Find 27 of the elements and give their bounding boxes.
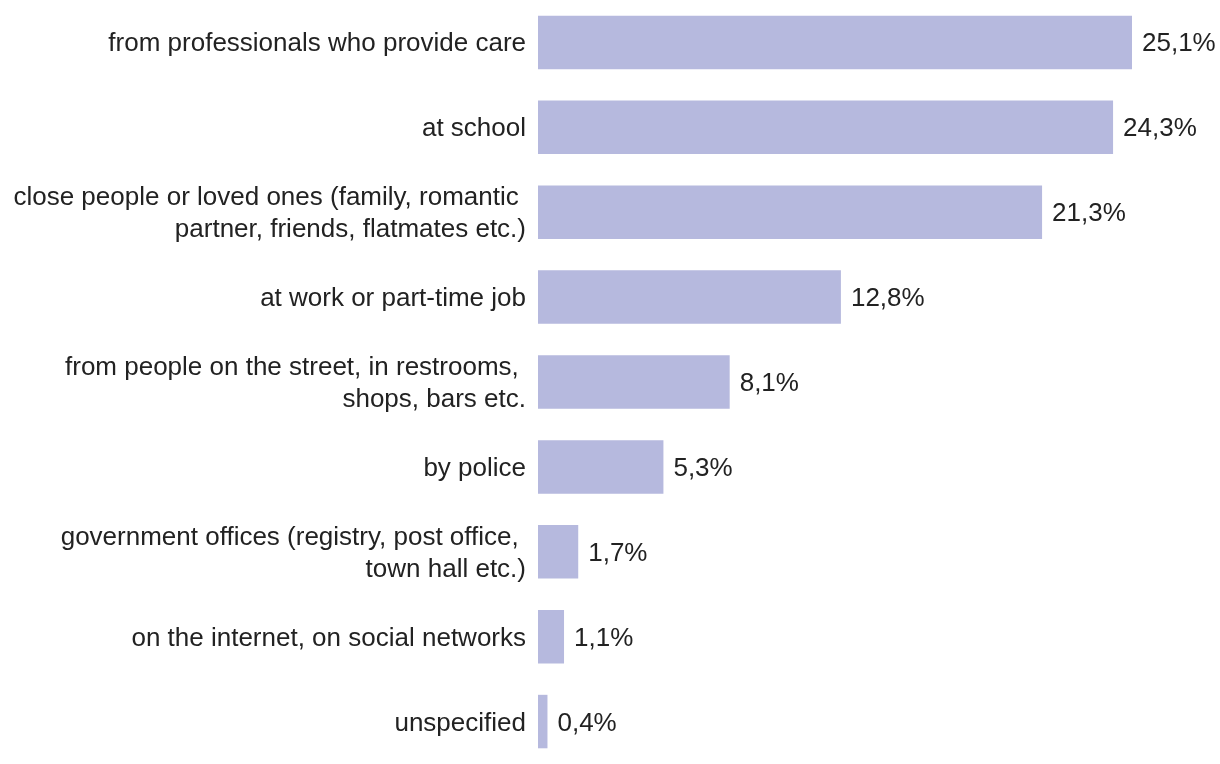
bar xyxy=(538,355,730,409)
bar xyxy=(538,270,841,324)
y-tick-label: on the internet, on social networks xyxy=(131,621,526,652)
bar xyxy=(538,185,1043,239)
bar xyxy=(538,440,664,494)
data-label: 1,7% xyxy=(588,536,648,567)
data-label: 1,1% xyxy=(574,621,634,652)
data-label: 0,4% xyxy=(557,706,617,737)
data-label: 21,3% xyxy=(1052,197,1126,228)
bar xyxy=(538,525,579,579)
bar xyxy=(538,609,565,664)
bar xyxy=(538,694,548,749)
data-label: 25,1% xyxy=(1142,27,1216,58)
y-tick-label: unspecified xyxy=(394,706,526,737)
data-label: 8,1% xyxy=(739,367,799,397)
y-tick-label: from professionals who provide care xyxy=(108,27,526,58)
data-label: 24,3% xyxy=(1123,112,1197,143)
bar xyxy=(538,100,1114,155)
y-tick-label: by police xyxy=(423,451,526,482)
y-tick-label: at work or part-time job xyxy=(260,282,526,313)
y-tick-label: at school xyxy=(421,112,526,143)
bar xyxy=(538,15,1132,70)
data-label: 5,3% xyxy=(673,451,733,482)
y-tick-label: from people on the street, in restrooms, shops, bars etc. xyxy=(65,351,526,413)
data-label: 12,8% xyxy=(850,282,925,313)
y-tick-label: close people or loved ones (family, romantic partner, friends, flatmates etc.) xyxy=(13,181,526,244)
y-tick-label: government offices (registry, post office, town hall etc.) xyxy=(60,520,526,583)
